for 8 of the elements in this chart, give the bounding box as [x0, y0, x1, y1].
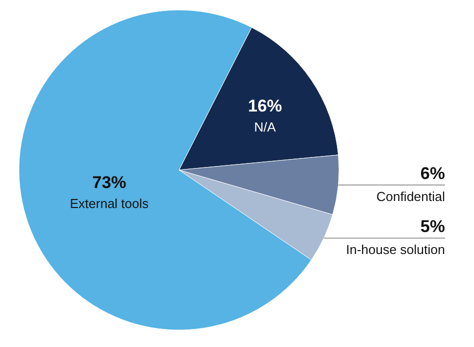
data-label: 73% — [92, 172, 126, 192]
data-label: 6% — [420, 164, 445, 184]
slice-label: External tools — [70, 196, 150, 211]
slice-label: In-house solution — [346, 242, 445, 258]
slice-label: Confidential — [376, 189, 446, 204]
data-label: 16% — [248, 96, 282, 116]
slice-label: N/A — [254, 120, 276, 135]
data-label: 5% — [420, 217, 445, 236]
